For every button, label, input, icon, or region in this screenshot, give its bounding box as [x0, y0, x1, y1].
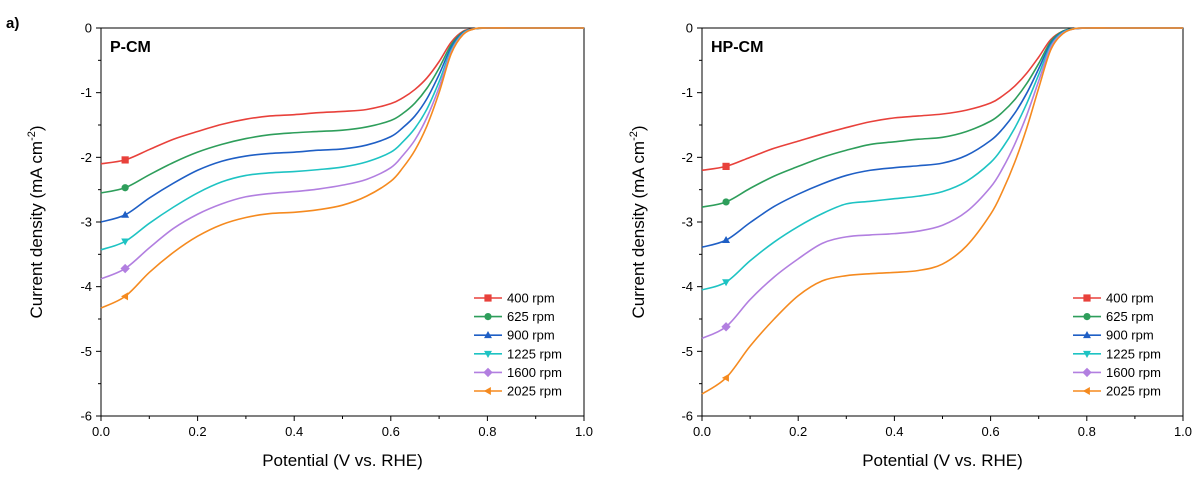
y-axis-title-superscript: -2	[628, 131, 640, 141]
chart-panel-hp-cm: 0.0 0.2 0.4 0.6 0.8 1.0 0 -1 -2 -3 -4 -5 -6 Potential…	[628, 21, 1192, 471]
x-axis-title: Potential (V vs. RHE)	[262, 451, 423, 470]
y-tick-label: -6	[681, 409, 693, 424]
x-tick-label: 0.4	[285, 424, 303, 439]
legend-marker	[483, 387, 491, 395]
legend-label: 625 rpm	[1106, 309, 1154, 324]
legend-marker	[1083, 294, 1091, 302]
series-marker-400-rpm	[121, 156, 129, 164]
legend-marker	[1082, 367, 1092, 378]
series-marker-1600-rpm	[120, 263, 130, 274]
series-line-400-rpm	[701, 27, 1183, 172]
y-tick-label: -3	[80, 215, 92, 230]
series-marker-1225-rpm	[121, 238, 130, 246]
series-line-1225-rpm	[701, 27, 1183, 291]
series-marker-400-rpm	[722, 162, 730, 170]
series-marker-2025-rpm	[121, 292, 129, 301]
x-tick-label: 0.8	[1078, 424, 1096, 439]
series-marker-2025-rpm	[721, 373, 729, 382]
legend-label: 400 rpm	[507, 291, 555, 306]
legend-label: 1600 rpm	[1106, 365, 1161, 380]
legend-marker	[1083, 313, 1091, 321]
legend-marker	[1082, 387, 1090, 395]
series-line-1600-rpm	[100, 27, 584, 280]
legend-marker	[484, 294, 492, 302]
y-axis-title: Current density (mA cm-2)	[26, 125, 46, 318]
legend-label: 900 rpm	[1106, 328, 1154, 343]
series-marker-1600-rpm	[721, 322, 731, 332]
series-marker-1225-rpm	[722, 279, 731, 287]
legend-marker	[483, 367, 493, 378]
legend-marker	[484, 313, 492, 321]
y-tick-label: -3	[681, 215, 693, 230]
y-tick-label: -4	[80, 279, 92, 294]
x-tick-label: 0.2	[189, 424, 207, 439]
x-tick-label: 0.8	[478, 424, 496, 439]
chart-panel-p-cm: 0.0 0.2 0.4 0.6 0.8 1.0 0 -1 -2 -3 -4 -5 -6 Potential…	[26, 21, 593, 471]
x-tick-label: 0.4	[885, 424, 903, 439]
series-line-400-rpm	[100, 27, 584, 165]
x-axis-title: Potential (V vs. RHE)	[862, 451, 1023, 470]
x-tick-label: 0.0	[92, 424, 110, 439]
y-axis-title-main: Current density (mA cm	[27, 141, 46, 319]
y-tick-label: -2	[681, 150, 693, 165]
legend-label: 625 rpm	[507, 309, 555, 324]
series-line-2025-rpm	[100, 27, 584, 309]
panel-title: HP-CM	[711, 39, 763, 56]
y-axis-title-superscript: -2	[26, 131, 38, 141]
series-marker-625-rpm	[121, 184, 129, 192]
series-line-900-rpm	[100, 27, 584, 223]
x-tick-label: 0.6	[982, 424, 1000, 439]
x-tick-label: 0.6	[382, 424, 400, 439]
y-tick-label: -4	[681, 279, 693, 294]
legend-marker	[484, 350, 492, 358]
series-marker-625-rpm	[722, 198, 730, 206]
series-line-2025-rpm	[701, 27, 1183, 395]
y-axis-title-main: Current density (mA cm	[629, 141, 648, 319]
y-tick-label: -5	[80, 344, 92, 359]
x-tick-label: 1.0	[1174, 424, 1192, 439]
legend-label: 2025 rpm	[1106, 384, 1161, 399]
series-line-625-rpm	[701, 27, 1183, 208]
series-marker-900-rpm	[121, 210, 130, 218]
legend-label: 1600 rpm	[507, 365, 562, 380]
y-tick-label: -1	[80, 85, 92, 100]
x-tick-label: 0.2	[789, 424, 807, 439]
series-marker-900-rpm	[722, 235, 731, 243]
x-tick-label: 1.0	[575, 424, 593, 439]
y-tick-label: -1	[681, 85, 693, 100]
legend-label: 400 rpm	[1106, 291, 1154, 306]
y-axis-title-tail: )	[629, 125, 648, 131]
legend-marker	[1083, 350, 1091, 358]
y-tick-label: -5	[681, 344, 693, 359]
y-axis-title-tail: )	[27, 125, 46, 131]
y-tick-label: -6	[80, 409, 92, 424]
figure-label: a)	[6, 15, 19, 32]
legend-label: 1225 rpm	[1106, 346, 1161, 361]
legend-label: 900 rpm	[507, 328, 555, 343]
series-line-625-rpm	[100, 27, 584, 194]
legend-label: 1225 rpm	[507, 346, 562, 361]
y-tick-label: 0	[686, 21, 693, 36]
panel-title: P-CM	[110, 39, 151, 56]
y-tick-label: 0	[85, 21, 92, 36]
legend-marker	[484, 331, 492, 339]
x-tick-label: 0.0	[693, 424, 711, 439]
y-tick-label: -2	[80, 150, 92, 165]
legend-marker	[1083, 331, 1091, 339]
legend-label: 2025 rpm	[507, 384, 562, 399]
y-axis-title: Current density (mA cm-2)	[628, 125, 648, 318]
